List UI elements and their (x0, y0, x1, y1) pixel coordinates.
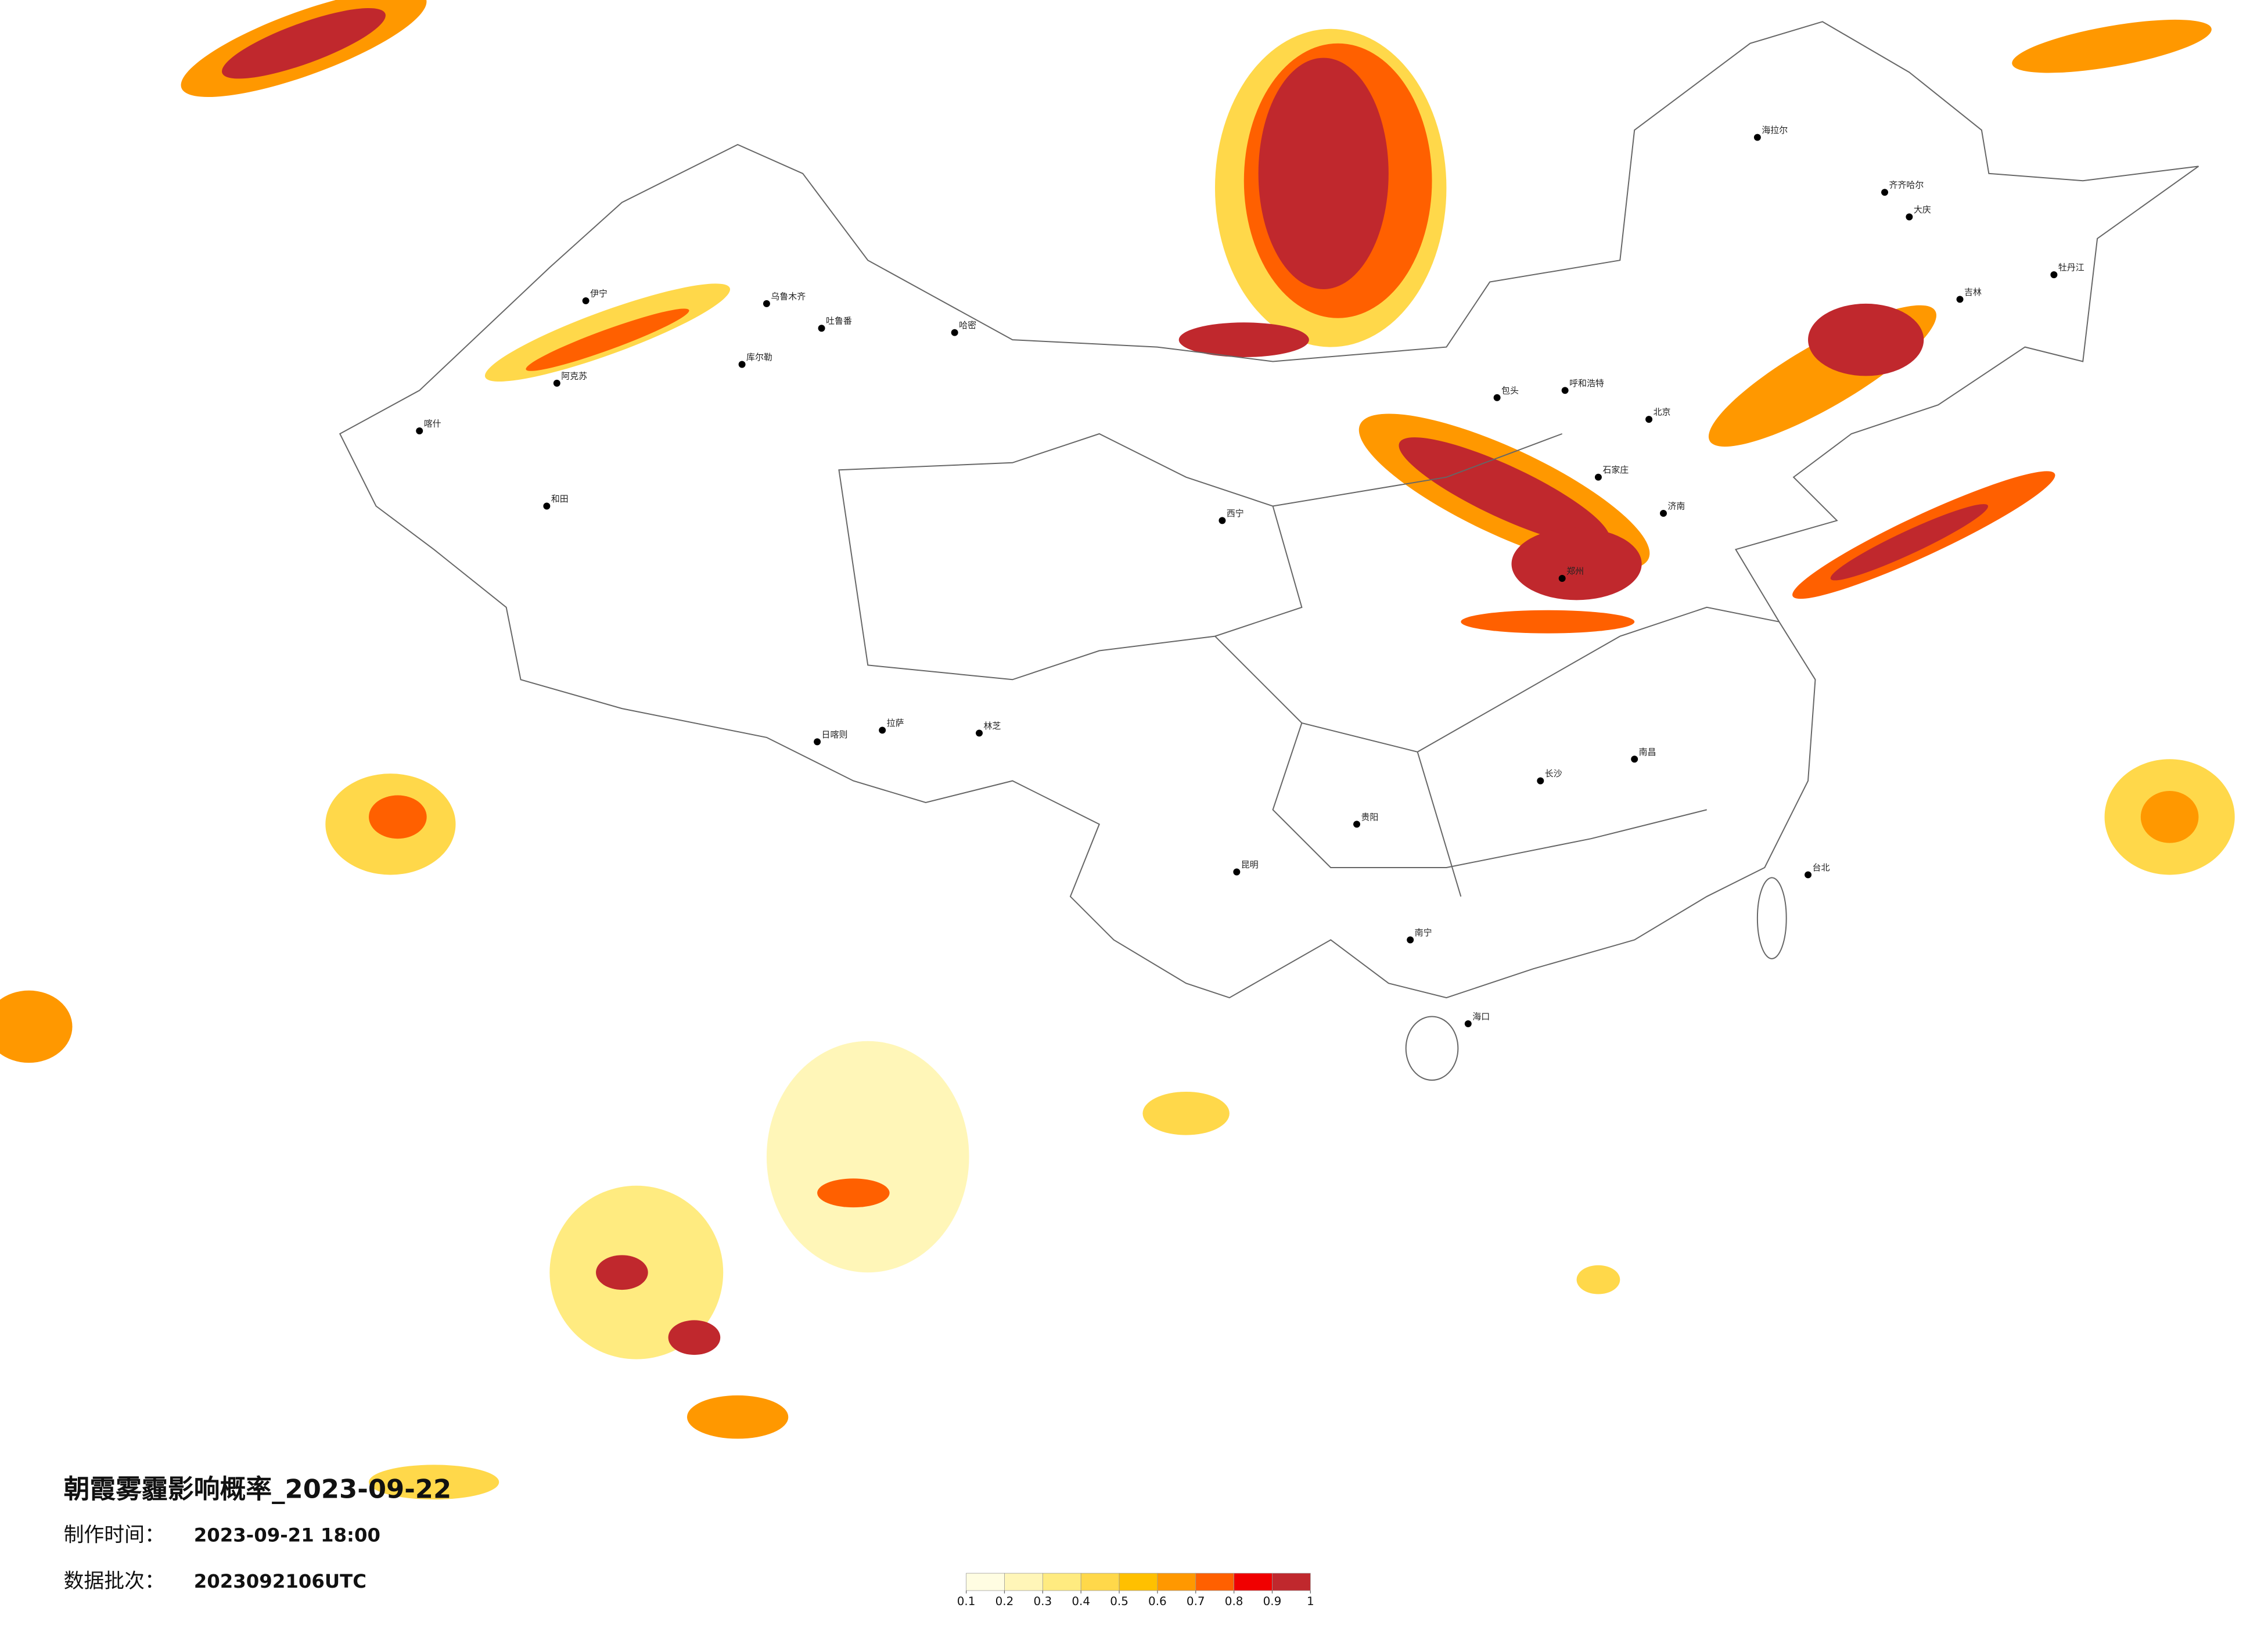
legend-swatch (1080, 1573, 1120, 1591)
legend-swatch (1042, 1573, 1081, 1591)
legend-tick-label: 0.8 (1225, 1595, 1243, 1608)
city-label: 和田 (551, 494, 569, 504)
city-label: 日喀则 (822, 729, 848, 740)
city-dot (1353, 821, 1361, 828)
city-dot (1645, 416, 1653, 423)
legend-swatch (1157, 1573, 1196, 1591)
city-dot (738, 361, 746, 368)
batch-label: 数据批次： (64, 1570, 165, 1593)
city-dot (1558, 575, 1566, 582)
city-label: 齐齐哈尔 (1889, 180, 1924, 190)
legend-tick-label: 0.5 (1110, 1595, 1128, 1608)
city-dot (1561, 387, 1569, 394)
city-dot (814, 738, 821, 746)
legend-tick-label: 1 (1307, 1595, 1314, 1608)
city-label: 阿克苏 (561, 370, 587, 381)
legend-tick-label: 0.7 (1187, 1595, 1205, 1608)
city-label: 哈密 (959, 320, 976, 330)
city-label: 伊宁 (590, 288, 608, 298)
city-label: 库尔勒 (746, 352, 772, 362)
haze-field (0, 0, 2235, 1500)
city-label: 昆明 (1241, 859, 1259, 870)
city-label: 北京 (1654, 407, 1671, 418)
city-dot (1493, 394, 1501, 401)
city-dot (553, 379, 560, 387)
city-label: 林芝 (983, 721, 1001, 731)
city-label: 长沙 (1545, 768, 1562, 779)
city-dot (2050, 271, 2058, 279)
legend-swatch (1004, 1573, 1043, 1591)
city-label: 南昌 (1639, 747, 1656, 757)
city-label: 贵阳 (1361, 812, 1378, 822)
map-title: 朝霞雾霾影响概率_2023-09-22 (64, 1474, 452, 1505)
city-dot (1464, 1020, 1472, 1027)
city-dot (1631, 756, 1638, 763)
city-dot (543, 502, 551, 510)
city-dot (1233, 868, 1241, 876)
city-dot (1956, 296, 1964, 303)
city-label: 台北 (1813, 862, 1830, 873)
legend-swatch (966, 1573, 1005, 1591)
city-dot (1906, 213, 1913, 221)
city-label: 吉林 (1964, 287, 1982, 297)
legend-swatch (1234, 1573, 1273, 1591)
legend-tick-label: 0.2 (995, 1595, 1014, 1608)
city-dot (1881, 189, 1889, 196)
legend-swatch (1195, 1573, 1234, 1591)
production-time: 2023-09-21 18:00 (194, 1524, 380, 1546)
city-dot (818, 325, 825, 332)
city-dot (1407, 936, 1414, 944)
city-label: 石家庄 (1602, 465, 1629, 475)
city-label: 乌鲁木齐 (771, 291, 806, 301)
legend-tick-label: 0.4 (1072, 1595, 1090, 1608)
legend-tick-label: 0.6 (1148, 1595, 1167, 1608)
production-time-label: 制作时间： (64, 1523, 165, 1546)
borders (339, 21, 2199, 1081)
batch: 2023092106UTC (194, 1570, 366, 1592)
legend-tick-label: 0.1 (957, 1595, 976, 1608)
legend-swatch (1272, 1573, 1311, 1591)
city-label: 济南 (1667, 501, 1685, 511)
legend-swatch (1119, 1573, 1158, 1591)
legend: 0.1 0.2 0.3 0.4 0.5 0.6 0.7 0.8 0.9 1 (957, 1573, 1314, 1608)
city-dot (1660, 509, 1667, 517)
city-dot (879, 726, 886, 734)
city-dot (1537, 777, 1544, 785)
city-dot (416, 427, 423, 434)
city-label: 南宁 (1415, 927, 1432, 938)
legend-tick-label: 0.9 (1263, 1595, 1282, 1608)
city-label: 郑州 (1566, 566, 1584, 577)
city-label: 呼和浩特 (1569, 378, 1604, 388)
city-label: 拉萨 (887, 718, 904, 728)
city-label: 西宁 (1227, 508, 1244, 519)
city-label: 吐鲁番 (826, 316, 852, 326)
legend-tick-label: 0.3 (1033, 1595, 1052, 1608)
city-label: 牡丹江 (2058, 262, 2084, 273)
city-dot (976, 729, 983, 737)
city-label: 包头 (1501, 385, 1519, 395)
city-dot (951, 329, 958, 336)
city-label: 海口 (1472, 1011, 1490, 1021)
city-dot (1805, 871, 1812, 879)
city-label: 喀什 (424, 419, 441, 429)
city-label: 海拉尔 (1762, 125, 1788, 135)
city-dot (1594, 473, 1602, 481)
city-dot (763, 300, 770, 307)
city-label: 大庆 (1914, 204, 1931, 215)
city-dot (1219, 517, 1226, 524)
city-dot (1753, 134, 1761, 141)
city-dot (582, 297, 590, 304)
